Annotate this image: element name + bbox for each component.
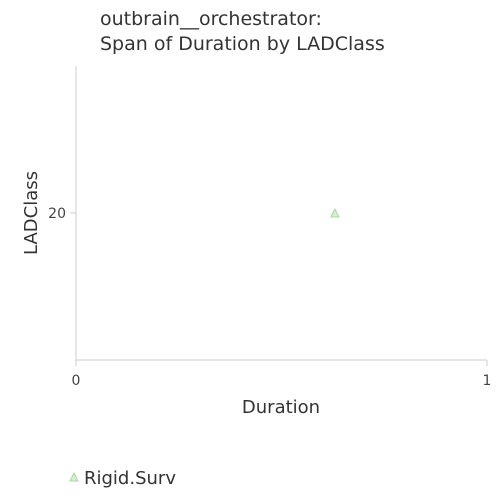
y-tick-label: 20: [48, 206, 66, 222]
x-tick-label: 1: [483, 373, 492, 389]
x-axis-label: Duration: [242, 397, 320, 418]
y-ticks: 20: [48, 206, 76, 222]
chart-subtitle: Span of Duration by LADClass: [100, 33, 385, 55]
data-points: [330, 207, 340, 218]
y-axis-label: LADClass: [21, 171, 42, 255]
legend-label-rigid-surv: Rigid.Surv: [84, 468, 176, 489]
legend: Rigid.Surv: [69, 468, 176, 489]
x-tick-label: 0: [72, 373, 81, 389]
data-point[interactable]: [330, 207, 340, 218]
legend-marker-rigid-surv: [69, 471, 79, 482]
chart-title: outbrain__orchestrator:: [100, 8, 322, 30]
